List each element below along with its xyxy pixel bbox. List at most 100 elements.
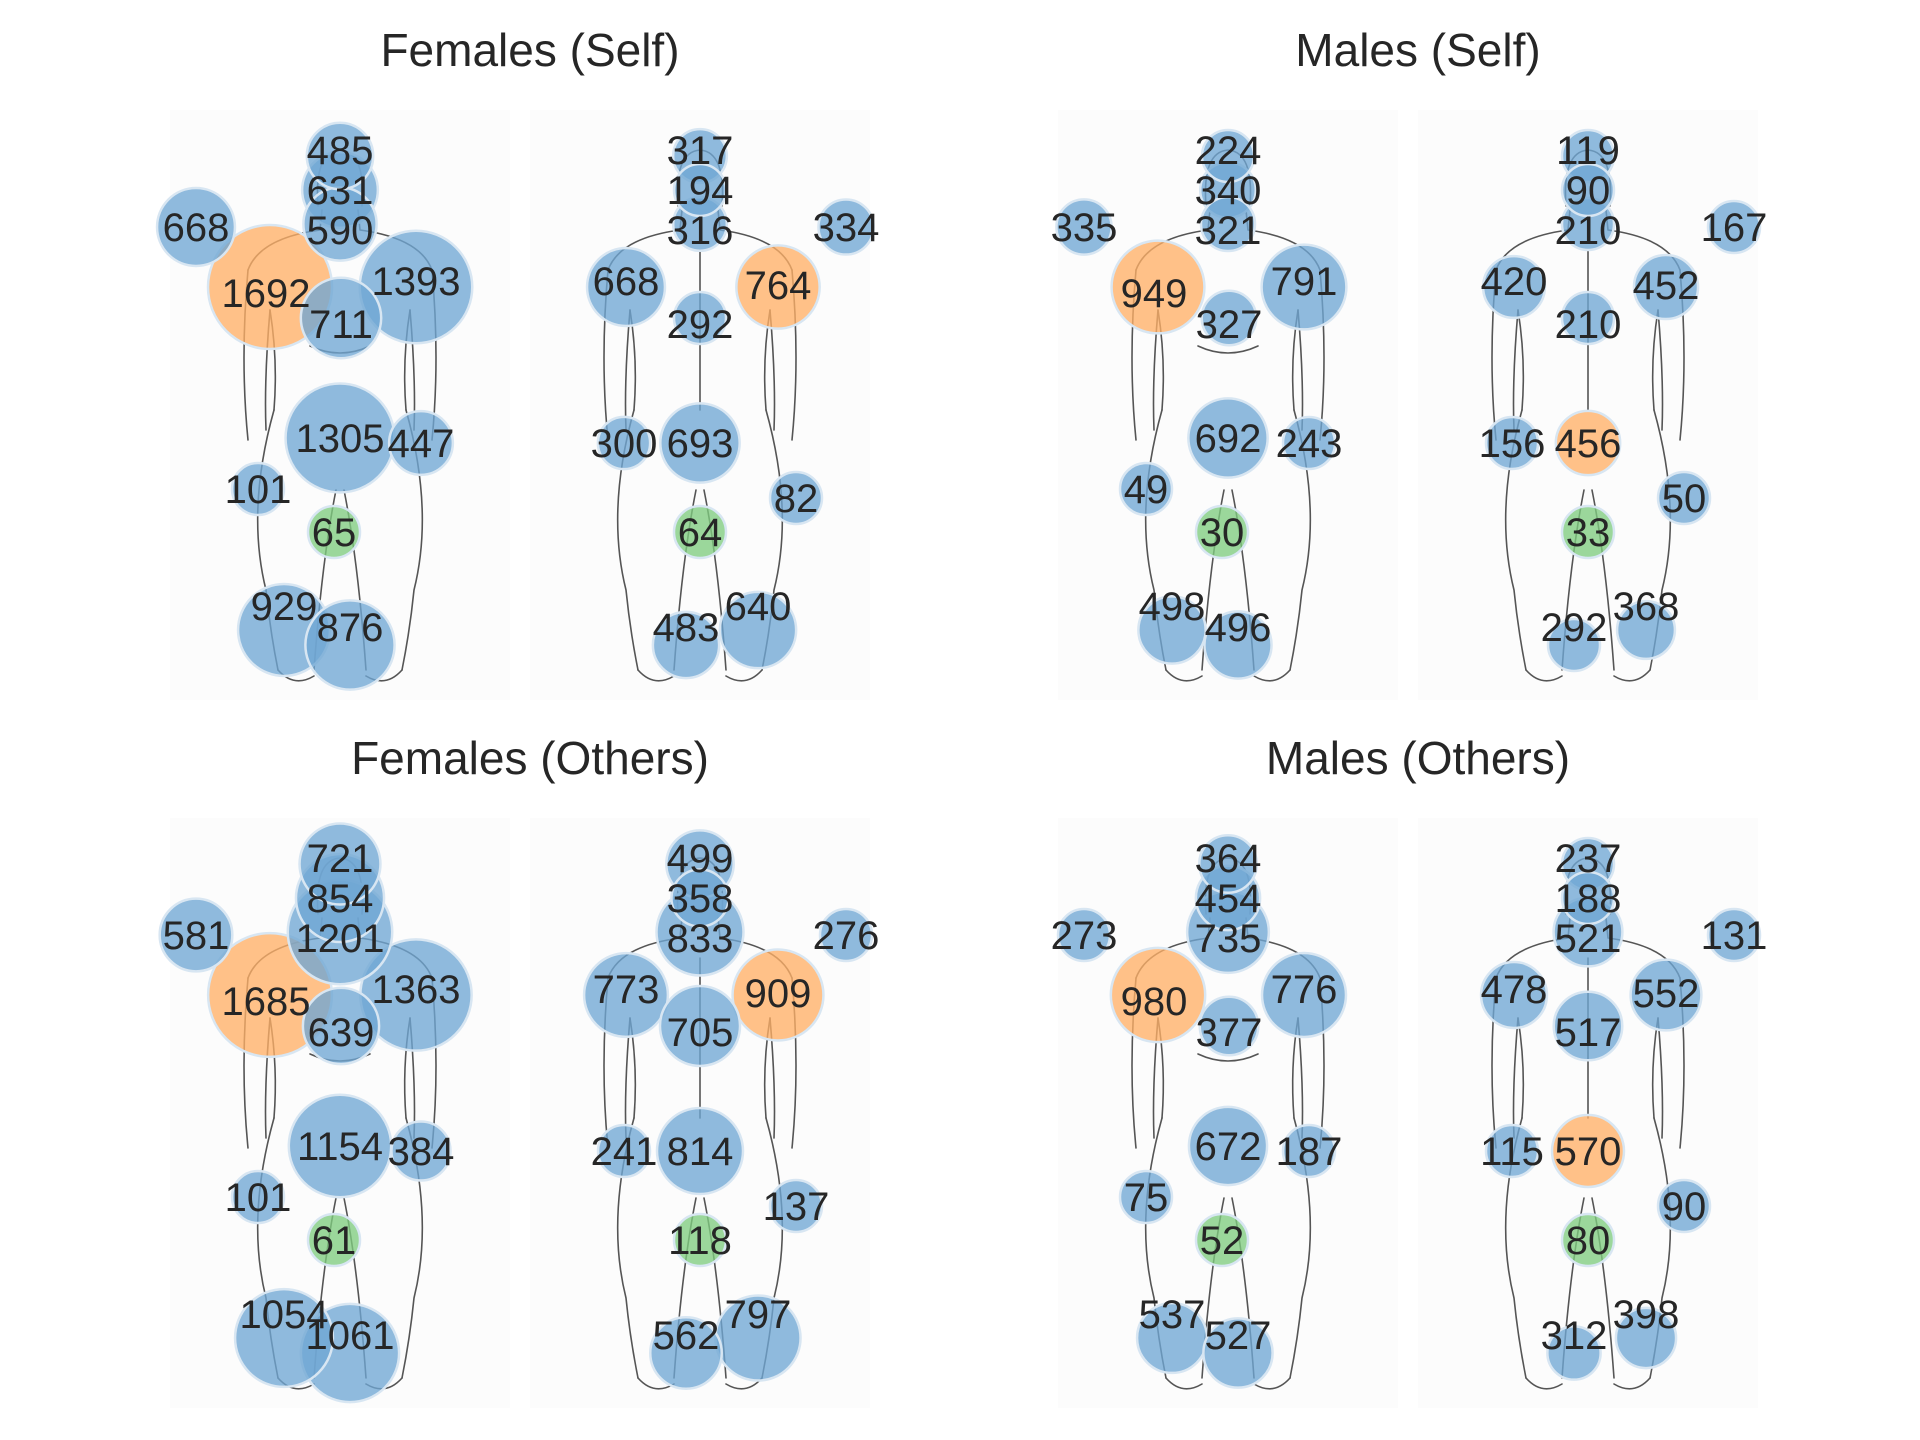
bubble-label-back-right-shoulder: 764 (745, 264, 812, 308)
bubble-front-right-thigh (230, 461, 286, 517)
bubble-label-back-upper-back: 705 (667, 1011, 734, 1055)
bubble-back-left-shoulder (1479, 960, 1549, 1030)
bubble-label-front-left-foot: 527 (1205, 1314, 1272, 1358)
panel-title: Females (Others) (351, 732, 709, 784)
bubble-back-left-hand (596, 1123, 652, 1179)
bubble-label-back-right-shoulder: 909 (745, 972, 812, 1016)
bubble-label-front-right-foot: 929 (251, 585, 318, 629)
bubble-label-front-right-thigh: 101 (225, 1176, 292, 1220)
bubble-label-front-pelvis: 1305 (296, 417, 385, 461)
males-self-front-bubbles (1055, 128, 1348, 680)
bubble-label-back-buttocks: 64 (678, 511, 723, 555)
bubble-back-lower-back (659, 402, 741, 484)
bubble-back-head-mid (1560, 870, 1616, 926)
bubble-label-back-lower-back: 693 (667, 422, 734, 466)
bubble-label-back-right-shoulder: 452 (1633, 264, 1700, 308)
bubble-back-right-thigh (1656, 470, 1712, 526)
back-outline-stroke (725, 669, 763, 682)
bubble-label-back-right-foot: 398 (1613, 1293, 1680, 1337)
bubble-front-left-foot (304, 599, 396, 691)
bubble-back-upper-back (658, 984, 742, 1068)
bubble-back-buttocks (672, 1212, 728, 1268)
bubble-label-front-head-top: 485 (307, 129, 374, 173)
bubble-label-back-left-shoulder: 478 (1481, 968, 1548, 1012)
bubble-front-head-top (1200, 128, 1256, 184)
bubble-front-right-thigh (1118, 461, 1174, 517)
bubble-label-back-lower-back: 570 (1555, 1130, 1622, 1174)
bubble-label-back-head-mid: 90 (1566, 169, 1611, 213)
bubble-label-front-genitals: 65 (312, 511, 357, 555)
bubble-front-right-hand (1055, 198, 1113, 256)
bubble-front-left-hand (1281, 1123, 1337, 1179)
bubble-label-back-lower-back: 814 (667, 1130, 734, 1174)
bubble-label-back-right-thigh: 90 (1662, 1185, 1707, 1229)
bubble-label-front-abdomen: 639 (308, 1011, 375, 1055)
back-outline-stroke (1525, 1377, 1563, 1390)
back-outline-stroke (1613, 669, 1651, 682)
bubble-back-left-shoulder (1481, 254, 1547, 320)
bubble-back-left-hand (596, 415, 652, 471)
males-self-back-bubbles (1481, 128, 1762, 673)
bubble-label-back-left-hand: 115 (1480, 1130, 1544, 1174)
bubble-label-back-right-thigh: 137 (763, 1185, 830, 1229)
bubble-back-right-hand (1706, 907, 1762, 963)
bubble-front-genitals (306, 1212, 362, 1268)
bubble-label-back-right-thigh: 82 (774, 477, 819, 521)
bubble-front-left-chest (1260, 243, 1348, 331)
bubble-label-front-left-hand: 384 (388, 1130, 455, 1174)
front-outline-stroke (1197, 345, 1259, 354)
bubble-front-right-thigh (1118, 1169, 1174, 1225)
bubble-label-front-left-hand: 243 (1276, 422, 1343, 466)
bubble-back-head-mid (672, 162, 728, 218)
bubble-label-front-head-mid: 340 (1195, 169, 1262, 213)
panel-title: Males (Self) (1295, 24, 1540, 76)
bubble-label-back-neck: 521 (1555, 917, 1622, 961)
bubble-label-front-head-neck: 590 (307, 209, 374, 253)
bubble-front-left-hand (1281, 415, 1337, 471)
back-outline-stroke (1517, 309, 1525, 411)
bubble-back-left-hand (1484, 415, 1540, 471)
bubble-label-front-abdomen: 327 (1196, 303, 1263, 347)
bubble-label-back-head-top: 499 (667, 837, 734, 881)
bubble-label-front-right-hand: 581 (163, 914, 230, 958)
bubble-front-head-top (298, 822, 382, 906)
bubble-label-back-right-foot: 797 (725, 1293, 792, 1337)
bubble-back-buttocks (1560, 1212, 1616, 1268)
bubble-back-buttocks (1560, 504, 1616, 560)
bubble-label-front-genitals: 61 (312, 1219, 357, 1263)
bubble-label-back-buttocks: 80 (1566, 1219, 1611, 1263)
bubble-label-back-left-hand: 300 (591, 422, 658, 466)
bubble-back-right-hand (1706, 199, 1762, 255)
bubble-label-back-neck: 316 (667, 209, 734, 253)
bubble-back-left-foot (649, 1316, 723, 1390)
bubble-back-left-foot (1546, 1325, 1602, 1381)
bubble-front-pelvis (1187, 397, 1269, 479)
bubble-label-front-right-hand: 668 (163, 206, 230, 250)
bubble-label-front-right-chest: 980 (1121, 980, 1188, 1024)
front-outline-stroke (1165, 669, 1203, 682)
bubble-label-front-pelvis: 692 (1195, 417, 1262, 461)
males-others-back-bubbles (1479, 836, 1762, 1381)
bubble-front-abdomen (1200, 289, 1258, 347)
bubble-label-front-left-hand: 447 (388, 422, 455, 466)
bubble-label-back-neck: 833 (667, 917, 734, 961)
females-others-front-bubbles (158, 822, 473, 1404)
bubble-label-back-right-hand: 167 (1701, 206, 1768, 250)
bubble-label-front-right-foot: 1054 (240, 1293, 329, 1337)
bubble-label-back-right-hand: 276 (813, 914, 880, 958)
bubble-label-back-left-shoulder: 668 (593, 260, 660, 304)
bubble-back-right-hand (818, 907, 874, 963)
bubble-label-front-right-chest: 1692 (222, 272, 311, 316)
bubble-front-right-thigh (230, 1169, 286, 1225)
front-outline-stroke (1165, 1377, 1203, 1390)
bubble-label-back-left-shoulder: 420 (1481, 260, 1548, 304)
bubble-front-left-chest (1260, 951, 1348, 1039)
bubble-label-back-left-hand: 241 (591, 1130, 658, 1174)
